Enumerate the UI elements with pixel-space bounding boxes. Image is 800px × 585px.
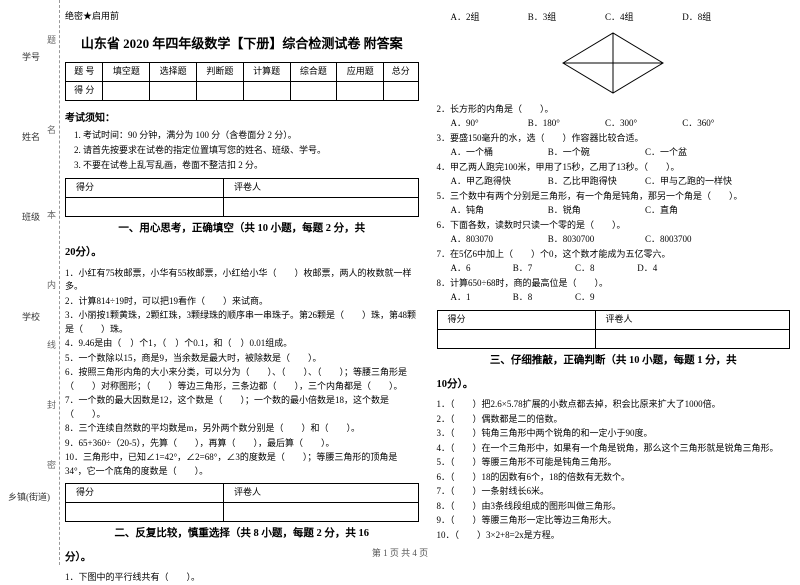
s3-q6: 6．（ ）18的因数有6个，18的倍数有无数个。 <box>437 471 791 485</box>
mini1-c2: 评卷人 <box>224 179 418 198</box>
notice-3: 不要在试卷上乱写乱画，卷面不整洁扣 2 分。 <box>83 159 419 173</box>
side-text-0: 题 <box>45 35 58 44</box>
margin-label-1: 姓名 <box>22 130 40 143</box>
side-text-2: 本 <box>45 210 58 219</box>
side-text-3: 内 <box>45 280 58 289</box>
score-row2-first: 得 分 <box>66 82 103 101</box>
notice-1: 考试时间：90 分钟，满分为 100 分（含卷面分 2 分）。 <box>83 129 419 143</box>
s1-q6: 6．按照三角形内角的大小来分类，可以分为（ ）、（ ）、（ ）；等腰三角形是（ … <box>65 366 419 393</box>
score-h7: 总分 <box>384 63 418 82</box>
s1-q8: 8．三个连续自然数的平均数是m，另外两个数分别是（ ）和（ ）。 <box>65 422 419 436</box>
s2-q2: 2．长方形的内角是（ ）。 <box>437 103 791 117</box>
grader-table-2: 得分评卷人 <box>65 483 419 522</box>
s3-q8: 8．（ ）由3条线段组成的图形叫做三角形。 <box>437 500 791 514</box>
exam-title: 山东省 2020 年四年级数学【下册】综合检测试卷 附答案 <box>65 34 419 54</box>
section1-items: 1．小红有75枚邮票，小华有55枚邮票，小红给小华（ ）枚邮票，两人的枚数就一样… <box>65 266 419 480</box>
notice-2: 请首先按要求在试卷的指定位置填写您的姓名、班级、学号。 <box>83 144 419 158</box>
s2q1-d: D．8组 <box>682 11 757 25</box>
s1-q3: 3．小丽按1颗黄珠，2颗红珠，3颗绿珠的顺序串一串珠子。第26颗是（ ）珠，第4… <box>65 309 419 336</box>
s3-q5: 5．（ ）等腰三角形不可能是钝角三角形。 <box>437 456 791 470</box>
s2-q6: 6．下面各数，读数时只读一个零的是（ ）。 <box>437 219 791 233</box>
notice-list: 考试时间：90 分钟，满分为 100 分（含卷面分 2 分）。 请首先按要求在试… <box>65 128 419 174</box>
score-h3: 判断题 <box>197 63 244 82</box>
mini2-c1: 得分 <box>66 484 224 503</box>
section1-title: 一、用心思考，正确填空（共 10 小题，每题 2 分，共 <box>65 221 419 237</box>
diamond-figure <box>437 28 791 98</box>
section3-items: 1．（ ）把2.6×5.78扩展的小数点都去掉，积会比原来扩大了1000倍。 2… <box>437 397 791 543</box>
s2q1-b: B．3组 <box>528 11 603 25</box>
score-h5: 综合题 <box>290 63 337 82</box>
left-column: 绝密★启用前 山东省 2020 年四年级数学【下册】综合检测试卷 附答案 题 号… <box>65 10 419 540</box>
s2-q7-opts: A．6 B．7 C．8 D．4 <box>437 262 791 276</box>
s2q1-a: A．2组 <box>451 11 526 25</box>
section1-score: 20分）。 <box>65 245 419 261</box>
s1-q9: 9．65+360÷（20-5），先算（ ），再算（ ），最后算（ ）。 <box>65 437 419 451</box>
s2-q3-opts: A．一个桶 B．一个碗 C．一个盆 <box>437 146 791 160</box>
s2-q8: 8．计算650÷68时，商的最高位是（ ）。 <box>437 277 791 291</box>
score-h2: 选择题 <box>150 63 197 82</box>
score-table: 题 号 填空题 选择题 判断题 计算题 综合题 应用题 总分 得 分 <box>65 62 419 101</box>
mini2-c2: 评卷人 <box>224 484 418 503</box>
notice-title: 考试须知： <box>65 111 419 127</box>
page-footer: 第 1 页 共 4 页 <box>0 546 800 559</box>
s2-q4-opts: A．甲乙跑得快 B．乙比甲跑得快 C．甲与乙跑的一样快 <box>437 175 791 189</box>
margin-label-3: 学校 <box>22 310 40 323</box>
grader-table-3: 得分评卷人 <box>437 310 791 349</box>
s1-q1: 1．小红有75枚邮票，小华有55枚邮票，小红给小华（ ）枚邮票，两人的枚数就一样… <box>65 267 419 294</box>
binding-margin: 学号 题 姓名 名 班级 本 内 学校 线 封 密 乡镇(街道) <box>0 0 60 565</box>
s2-q7: 7．在5亿6中加上（ ）个0，这个数才能成为五亿零六。 <box>437 248 791 262</box>
score-h1: 填空题 <box>103 63 150 82</box>
s3-q2: 2．（ ）偶数都是二的倍数。 <box>437 413 791 427</box>
mini1-c1: 得分 <box>66 179 224 198</box>
s2-q1-opts: A．2组 B．3组 C．4组 D．8组 <box>437 11 791 25</box>
s1-q7: 7．一个数的最大因数是12，这个数是（ ）；一个数的最小倍数是18，这个数是（ … <box>65 394 419 421</box>
s2-q2-opts: A．90° B．180° C．300° C．360° <box>437 117 791 131</box>
s2-q3: 3．要盛150毫升的水，选（ ）作容器比较合适。 <box>437 132 791 146</box>
s3-q7: 7．（ ）一条射线长6米。 <box>437 485 791 499</box>
score-h0: 题 号 <box>66 63 103 82</box>
s3-q1: 1．（ ）把2.6×5.78扩展的小数点都去掉，积会比原来扩大了1000倍。 <box>437 398 791 412</box>
s2-q4: 4．甲乙两人跑完100米，甲用了15秒，乙用了13秒。（ ）。 <box>437 161 791 175</box>
section3-title: 三、仔细推敲，正确判断（共 10 小题，每题 1 分，共 <box>437 353 791 369</box>
score-h4: 计算题 <box>243 63 290 82</box>
s3-q10: 10．（ ）3×2+8=2x是方程。 <box>437 529 791 543</box>
score-h6: 应用题 <box>337 63 384 82</box>
s3-q4: 4．（ ）在一个三角形中，如果有一个角是锐角，那么这个三角形就是锐角三角形。 <box>437 442 791 456</box>
grader-table-1: 得分评卷人 <box>65 178 419 217</box>
mini3-c2: 评卷人 <box>595 310 789 329</box>
margin-label-4: 乡镇(街道) <box>8 490 50 503</box>
section3-score: 10分）。 <box>437 377 791 393</box>
s2-q1: 1．下图中的平行线共有（ ）。 <box>65 571 419 585</box>
mini3-c1: 得分 <box>437 310 595 329</box>
s2-q5-opts: A．钝角 B．锐角 C．直角 <box>437 204 791 218</box>
s3-q9: 9．（ ）等腰三角形一定比等边三角形大。 <box>437 514 791 528</box>
section2-title: 二、反复比较，慎重选择（共 8 小题，每题 2 分，共 16 <box>65 526 419 542</box>
side-text-6: 密 <box>45 460 58 469</box>
margin-label-2: 班级 <box>22 210 40 223</box>
s2q1-c: C．4组 <box>605 11 680 25</box>
side-text-1: 名 <box>45 125 58 134</box>
secret-label: 绝密★启用前 <box>65 10 419 24</box>
section2-items: 2．长方形的内角是（ ）。 A．90° B．180° C．300° C．360°… <box>437 102 791 306</box>
right-column: A．2组 B．3组 C．4组 D．8组 2．长方形的内角是（ ）。 A．90° … <box>437 10 791 540</box>
margin-label-0: 学号 <box>22 50 40 63</box>
s2-q8-opts: A．1 B．8 C．9 <box>437 291 791 305</box>
diamond-svg <box>523 28 703 98</box>
s1-q10: 10．三角形中，已知∠1=42°，∠2=68°，∠3的度数是（ ）；等腰三角形的… <box>65 451 419 478</box>
page-content: 绝密★启用前 山东省 2020 年四年级数学【下册】综合检测试卷 附答案 题 号… <box>65 10 790 540</box>
s2-q5: 5．三个数中有两个分别是三角形，有一个角是钝角，那另一个角是（ ）。 <box>437 190 791 204</box>
s2-q6-opts: A．803070 B．8030700 C．8003700 <box>437 233 791 247</box>
s1-q2: 2．计算814÷19时，可以把19看作（ ）来试商。 <box>65 295 419 309</box>
side-text-5: 封 <box>45 400 58 409</box>
s3-q3: 3．（ ）钝角三角形中两个锐角的和一定小于90度。 <box>437 427 791 441</box>
side-text-4: 线 <box>45 340 58 349</box>
s1-q4: 4．9.46是由（ ）个1，（ ）个0.1，和（ ）0.01组成。 <box>65 337 419 351</box>
s1-q5: 5．一个数除以15，商是9，当余数是最大时，被除数是（ ）。 <box>65 352 419 366</box>
